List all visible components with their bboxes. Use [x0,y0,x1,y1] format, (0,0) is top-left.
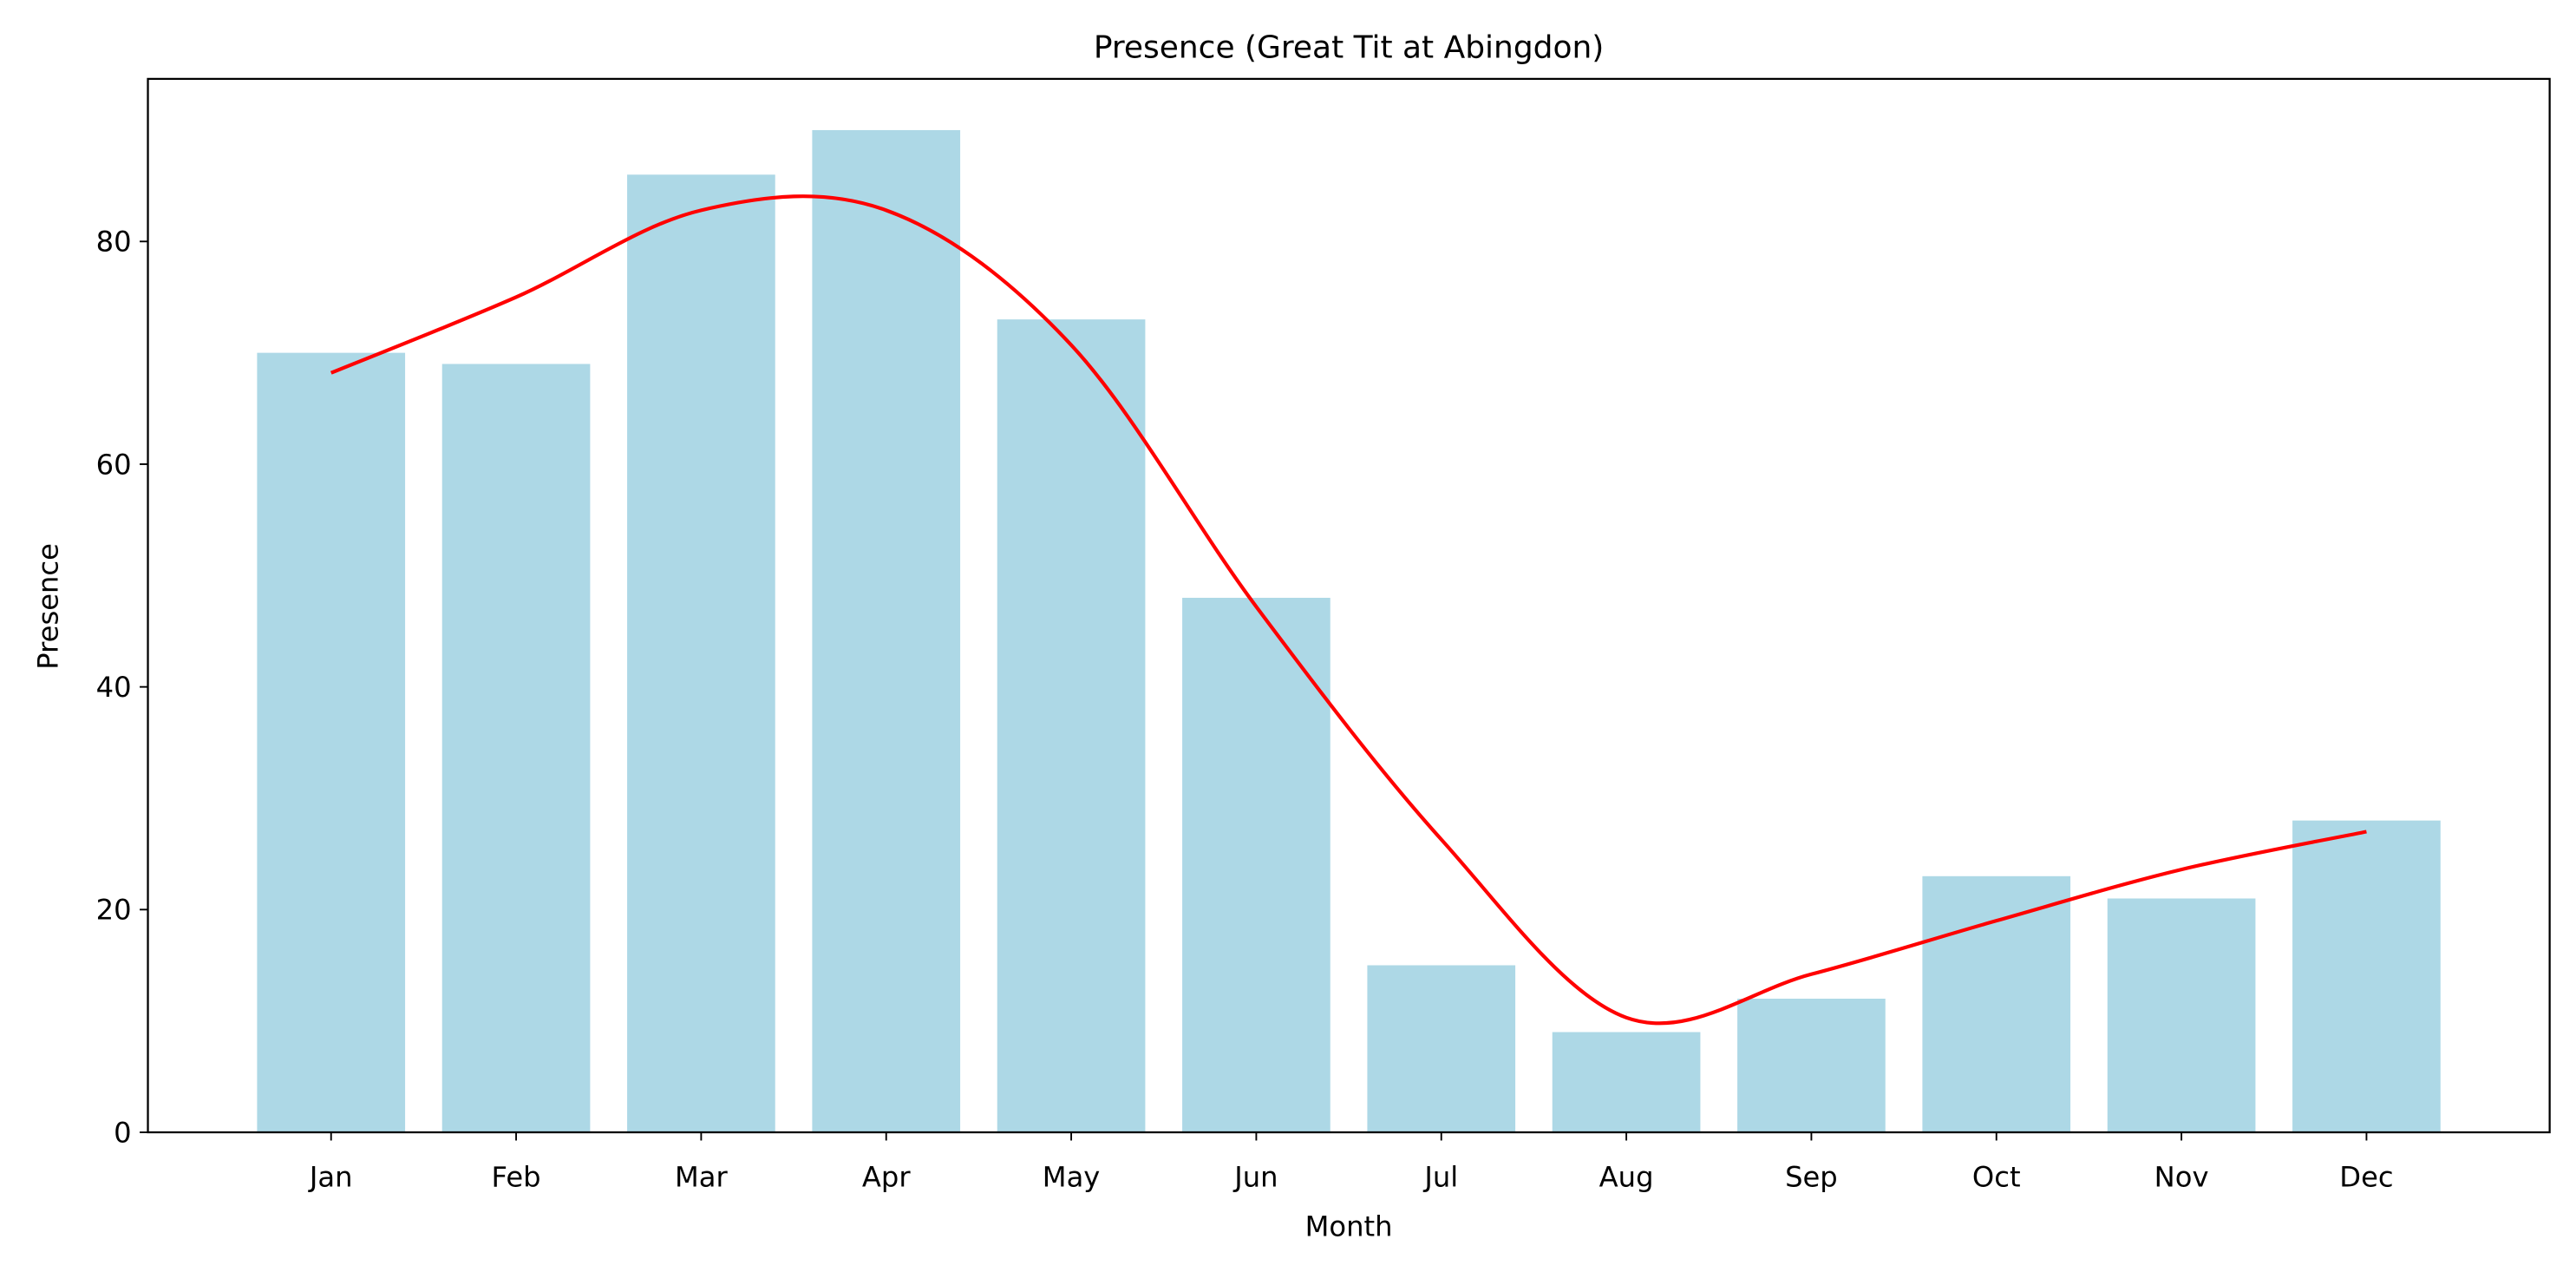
bar-jun [1182,597,1330,1133]
bar-jul [1367,965,1516,1133]
bar-apr [812,129,961,1133]
x-tick-label: Mar [675,1161,728,1194]
y-tick-label: 20 [96,894,132,927]
x-tick-label: Oct [1972,1161,2021,1194]
bar-oct [1922,875,2071,1133]
x-tick-label: Sep [1785,1161,1838,1194]
x-tick-label: Jul [1422,1161,1458,1194]
bar-feb [441,364,591,1133]
y-tick-label: 80 [96,226,132,259]
x-tick-label: May [1043,1161,1101,1194]
chart-title: Presence (Great Tit at Abingdon) [1094,30,1605,65]
x-tick-label: Apr [862,1161,911,1194]
bar-dec [2292,820,2441,1133]
bar-aug [1552,1032,1701,1133]
y-axis-label: Presence [31,543,64,670]
x-tick-label: Feb [492,1161,541,1194]
x-tick-label: Aug [1599,1161,1654,1194]
plot-frame [147,77,2551,1134]
bar-mar [627,174,775,1133]
x-tick-label: Jan [308,1161,353,1194]
x-tick-label: Dec [2339,1161,2393,1194]
x-tick-label: Nov [2154,1161,2209,1194]
bar-jan [257,352,406,1133]
bar-sep [1737,998,1886,1133]
x-tick-label: Jun [1232,1161,1278,1194]
y-tick-label: 40 [96,671,132,704]
bar-nov [2107,898,2256,1133]
bar-may [997,319,1146,1133]
x-axis-label: Month [1305,1210,1393,1242]
y-tick-label: 0 [114,1116,131,1149]
y-tick-label: 60 [96,448,132,481]
